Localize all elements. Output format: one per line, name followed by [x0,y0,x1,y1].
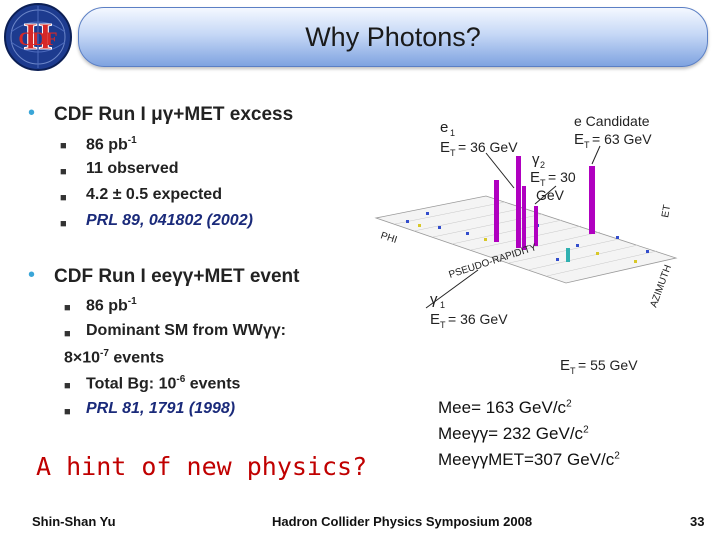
page-number: 33 [690,514,705,529]
event-display-image: e 1 E T = 36 GeV e Candidate E T = 63 Ge… [374,113,678,376]
event-label: = 30 [548,169,576,185]
list-item-citation: PRL 89, 041802 (2002) [86,212,253,229]
square-bullet: ■ [64,328,71,340]
event-label: 1 [450,128,455,138]
list-item-citation: PRL 81, 1791 (1998) [86,400,236,417]
list-item: 4.2 ± 0.5 expected [86,186,222,203]
mass-line-mee: Mee= 163 GeV/c2 [438,398,572,417]
event-label: 2 [540,160,545,170]
bullet-heading-1: CDF Run I μγ+MET excess [54,104,294,125]
title-bar: Why Photons? [78,7,708,67]
bullet-dot: • [28,264,36,286]
square-bullet: ■ [60,218,67,230]
event-label: E [574,131,584,148]
logo-text: CDF [18,29,57,50]
event-label: E [530,169,540,186]
event-axis-label: PHI [379,230,398,246]
event-label: e [440,119,448,136]
event-label: γ [532,151,540,168]
square-bullet: ■ [60,166,67,178]
event-axis-label: ET [660,204,673,218]
event-label: T [570,366,576,376]
square-bullet: ■ [64,406,71,418]
event-label: T [540,178,546,188]
mass-line-meeggmet: MeeγγMET=307 GeV/c2 [438,450,620,469]
event-label: E [560,357,570,374]
mass-line-meegg: Meeγγ= 232 GeV/c2 [438,424,589,443]
event-label: T [584,140,590,150]
list-item: 11 observed [86,160,179,177]
event-label: T [440,320,446,330]
square-bullet: ■ [60,192,67,204]
list-item: 86 pb-1 [86,296,137,315]
event-label: = 36 GeV [458,139,518,155]
event-label: = 63 GeV [592,131,652,147]
logo-roman-numeral: II [23,16,53,58]
event-label: T [450,148,456,158]
event-label: = 55 GeV [578,357,638,373]
footer-author: Shin-Shan Yu [32,514,116,529]
bullet-heading-2: CDF Run I eeγγ+MET event [54,266,300,287]
footer-conference: Hadron Collider Physics Symposium 2008 [272,514,533,529]
event-label: GeV [536,187,565,203]
bullet-dot: • [28,102,36,124]
hint-text: A hint of new physics? [36,452,368,481]
square-bullet: ■ [64,380,71,392]
list-item: Total Bg: 10-6 events [86,374,241,393]
list-item-continuation: 8×10-7 events [64,348,165,367]
square-bullet: ■ [64,302,71,314]
list-item: 86 pb-1 [86,135,137,154]
event-label: E [430,311,440,328]
square-bullet: ■ [60,140,67,152]
slide-title: Why Photons? [305,22,481,52]
event-label: E [440,139,450,156]
event-axis-label: AZIMUTH [648,263,674,309]
event-label: = 36 GeV [448,311,508,327]
event-label: 1 [440,300,445,310]
event-label: e Candidate [574,113,650,129]
event-label: γ [430,291,438,308]
list-item: Dominant SM from WWγγ: [86,322,286,339]
cdf-logo: II CDF [4,3,72,71]
